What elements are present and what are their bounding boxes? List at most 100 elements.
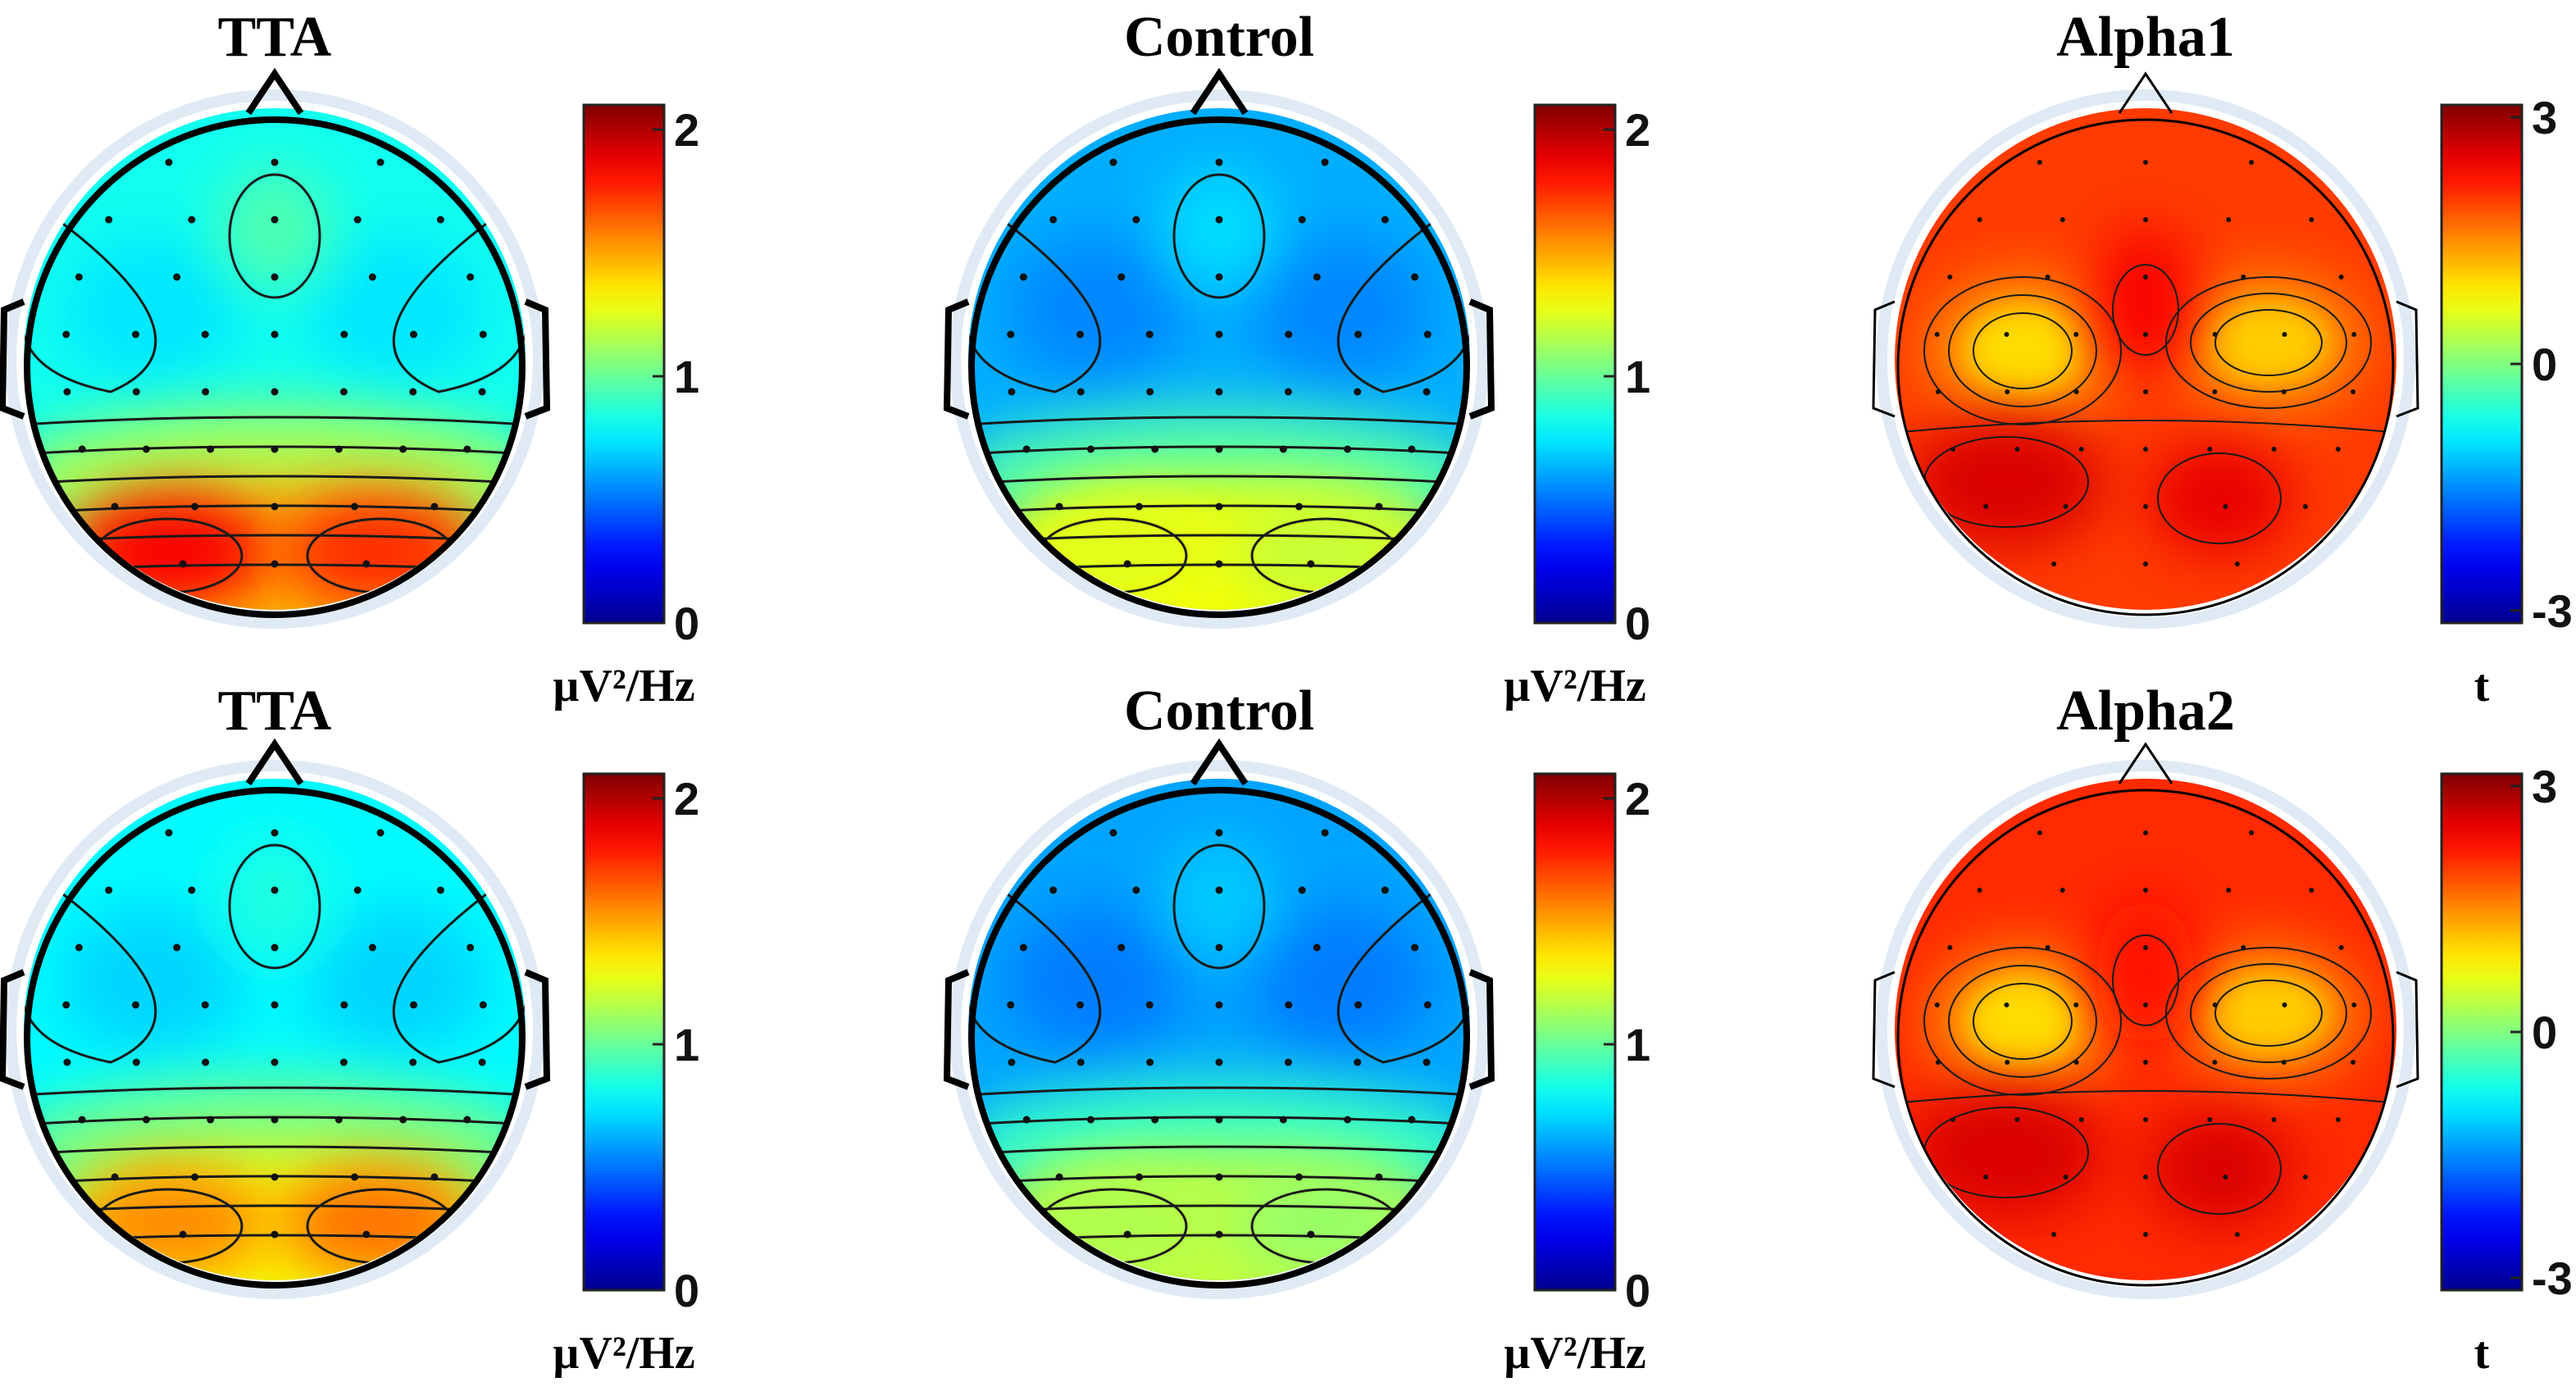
- colorbar-tick-label: -3: [2532, 585, 2573, 637]
- electrode-dot: [1215, 1173, 1223, 1181]
- scalp-halo: [5, 760, 544, 1299]
- electrode-dot: [207, 445, 215, 453]
- electrode-dot: [165, 158, 173, 166]
- electrode-dot: [271, 330, 279, 339]
- electrode-dot: [1136, 502, 1144, 511]
- electrode-dot: [2226, 888, 2232, 893]
- electrode-dot: [1151, 445, 1159, 453]
- topoplot-panel-6: Alpha2 3 0 -3 t: [1872, 680, 2573, 1379]
- colorbar-tick-label: 2: [674, 773, 699, 825]
- colorbar-unit: µV²/Hz: [553, 661, 694, 711]
- panel-title: Alpha2: [2056, 680, 2235, 743]
- electrode-dot: [2212, 389, 2218, 394]
- electrode-dot: [2335, 1117, 2341, 1122]
- electrode-dot: [2004, 332, 2009, 337]
- panel-title: Control: [1124, 680, 1314, 743]
- electrode-dot: [191, 502, 199, 511]
- electrode-dot: [2338, 275, 2344, 280]
- colorbar-tick-label: 0: [1625, 598, 1650, 649]
- electrode-dot: [1117, 273, 1126, 281]
- electrode-dot: [1983, 1175, 1989, 1180]
- scalp-halo: [1876, 89, 2415, 629]
- electrode-dot: [2302, 504, 2308, 509]
- electrode-dot: [479, 1001, 487, 1009]
- electrode-dot: [2223, 1175, 2228, 1180]
- electrode-dot: [1215, 388, 1223, 396]
- electrode-dot: [1076, 1058, 1085, 1066]
- electrode-dot: [1284, 1058, 1292, 1066]
- electrode-dot: [1298, 886, 1306, 894]
- electrode-dot: [78, 1116, 86, 1124]
- colorbar-tick-label: 2: [674, 104, 699, 156]
- electrode-dot: [2302, 1175, 2308, 1180]
- electrode-dot: [2143, 160, 2148, 165]
- electrodes: [1934, 160, 2357, 566]
- electrode-dot: [1215, 1058, 1223, 1066]
- electrode-dot: [2351, 332, 2357, 337]
- electrode-dot: [1983, 504, 1989, 509]
- colorbar-tick-label: 1: [674, 1019, 699, 1070]
- electrode-dot: [1423, 1001, 1431, 1009]
- electrode-dot: [2045, 945, 2050, 950]
- electrode-dot: [271, 388, 279, 396]
- electrodes: [1007, 158, 1431, 568]
- electrode-dot: [1008, 388, 1016, 396]
- electrode-dot: [2073, 389, 2079, 394]
- colorbar-tick-label: 3: [2532, 92, 2557, 143]
- electrode-dot: [173, 273, 181, 281]
- electrode-dot: [1109, 158, 1117, 166]
- electrode-dot: [1408, 445, 1416, 453]
- electrode-dot: [2143, 1060, 2148, 1065]
- electrode-dot: [2005, 1060, 2010, 1065]
- electrode-dot: [111, 1173, 119, 1181]
- electrode-dot: [2143, 504, 2148, 509]
- electrode-dot: [2078, 1117, 2084, 1122]
- electrodes: [62, 158, 487, 568]
- electrode-dot: [2249, 160, 2255, 165]
- electrode-dot: [1215, 273, 1223, 281]
- electrode-dot: [2212, 332, 2218, 337]
- left-ear: [0, 298, 25, 420]
- electrode-dot: [436, 216, 444, 224]
- electrode-dot: [75, 943, 83, 952]
- nose: [245, 738, 304, 786]
- head-outline: [0, 67, 551, 618]
- electrode-dot: [1132, 216, 1140, 224]
- electrode-dot: [75, 273, 83, 281]
- electrode-dot: [2249, 830, 2255, 835]
- electrode-dot: [353, 886, 362, 894]
- electrode-dot: [1947, 275, 1953, 280]
- electrode-dot: [1344, 445, 1352, 453]
- panel-title: TTA: [218, 680, 332, 743]
- electrode-dot: [1279, 445, 1287, 453]
- electrode-dot: [191, 1173, 199, 1181]
- nose: [2118, 742, 2173, 784]
- electrode-dot: [1947, 945, 1953, 950]
- scalp-halo: [1876, 760, 2415, 1299]
- electrode-dot: [478, 388, 486, 396]
- electrode-dot: [339, 1058, 348, 1066]
- electrodes: [1007, 829, 1431, 1239]
- electrode-dot: [131, 1001, 139, 1009]
- colorbar: [1533, 772, 1617, 1292]
- electrode-dot: [2143, 561, 2148, 566]
- head-outline: [1872, 742, 2419, 1287]
- topoplot-panel-3: Alpha1 3 0 -3 t: [1872, 6, 2573, 711]
- electrode-dot: [111, 502, 119, 511]
- electrode-dot: [271, 560, 279, 568]
- electrode-dot: [2207, 447, 2213, 452]
- electrode-dot: [1285, 330, 1293, 339]
- electrode-dot: [2271, 1117, 2277, 1122]
- electrode-dot: [131, 330, 139, 339]
- electrode-dot: [2234, 1232, 2240, 1237]
- electrode-dot: [1215, 943, 1223, 952]
- electrode-dot: [1950, 447, 1956, 452]
- electrode-dot: [1411, 943, 1419, 952]
- electrode-dot: [1381, 886, 1389, 894]
- electrode-dot: [1215, 445, 1223, 453]
- topography-map: [1895, 779, 2396, 1280]
- electrode-dot: [1295, 1173, 1303, 1181]
- electrode-dot: [2335, 447, 2341, 452]
- head-outline: [0, 738, 551, 1289]
- electrode-dot: [105, 216, 113, 224]
